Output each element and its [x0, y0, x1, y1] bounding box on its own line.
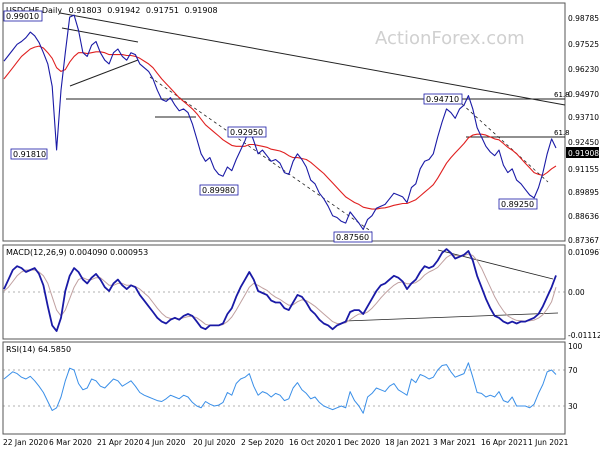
watermark: ActionForex.com	[375, 28, 525, 49]
price-tick: 0.88636	[568, 212, 599, 221]
price-tick: 0.87367	[568, 236, 599, 245]
channel-line-upper	[61, 27, 139, 43]
price-panel-frame	[2, 2, 566, 242]
channel-line-lower	[69, 59, 139, 87]
label-high-099010: 0.99010	[6, 12, 39, 21]
ema-line	[3, 45, 557, 210]
rsi-line	[3, 362, 557, 414]
label-094710: 0.94710	[426, 95, 459, 104]
x-axis: 22 Jan 2020 6 Mar 2020 21 Apr 2020 4 Jun…	[3, 438, 569, 447]
label-low-087560: 0.87560	[336, 233, 369, 242]
macd-y-axis: 0.010967 0.00 -0.011127	[568, 248, 600, 340]
price-panel-title: USDCHF Daily 0.91803 0.91942 0.91751 0.9…	[6, 6, 218, 15]
price-line	[3, 14, 557, 231]
rsi-series-group	[3, 362, 557, 414]
x-tick: 2 Sep 2020	[241, 438, 284, 447]
label-092950: 0.92950	[230, 128, 263, 137]
price-tick: 0.97525	[568, 40, 599, 49]
rsi-tick: 30	[568, 402, 578, 411]
svg-text:USDCHF Daily 0.91803: USDCHF Daily 0.91803 0.91942 0.91751 0.9…	[6, 6, 218, 15]
macd-lower-trendline	[344, 312, 559, 322]
label-low-091810: 0.91810	[13, 150, 46, 159]
price-high: 0.91942	[107, 6, 140, 15]
x-tick: 22 Jan 2020	[3, 438, 48, 447]
x-tick: 4 Jun 2020	[145, 438, 186, 447]
macd-line	[3, 248, 557, 333]
x-tick: 1 Dec 2020	[337, 438, 380, 447]
macd-title: MACD(12,26,9) 0.004090 0.000953	[6, 248, 148, 257]
x-tick: 18 Jan 2021	[385, 438, 430, 447]
price-tick: 0.93710	[568, 113, 599, 122]
dashed-trendlines	[149, 76, 549, 233]
macd-tick: 0.010967	[568, 248, 600, 257]
rsi-tick: 70	[568, 366, 578, 375]
price-tick: 0.89895	[568, 188, 599, 197]
rsi-tick: 100	[568, 342, 583, 351]
x-tick: 21 Apr 2020	[97, 438, 144, 447]
price-tick: 0.92450	[568, 138, 599, 147]
fib-label-upper: 61.8	[554, 91, 570, 99]
macd-tick: 0.00	[568, 288, 585, 297]
price-tick: 0.98785	[568, 14, 599, 23]
x-tick: 16 Apr 2021	[481, 438, 528, 447]
macd-tick: -0.011127	[568, 331, 600, 340]
price-series-group	[3, 14, 557, 231]
x-tick: 1 Jun 2021	[528, 438, 569, 447]
x-tick: 20 Jul 2020	[193, 438, 236, 447]
macd-series-group	[3, 248, 557, 333]
price-y-axis: 0.98785 0.97525 0.96230 0.94970 0.93710 …	[568, 14, 599, 245]
last-price-label: 0.91908	[568, 149, 599, 158]
price-open: 0.91803	[69, 6, 102, 15]
macd-trendlines	[344, 249, 559, 322]
macd-upper-trendline	[437, 249, 554, 280]
rsi-title: RSI(14) 64.5850	[6, 345, 71, 354]
last-price-marker	[566, 147, 599, 158]
price-tick: 0.96230	[568, 65, 599, 74]
x-tick: 3 Mar 2021	[433, 438, 476, 447]
price-title: USDCHF Daily	[6, 6, 62, 15]
price-low: 0.91751	[146, 6, 179, 15]
label-089250: 0.89250	[501, 200, 534, 209]
x-tick: 6 Mar 2020	[49, 438, 92, 447]
fib-label-lower: 61.8	[554, 129, 570, 137]
price-tick: 0.91155	[568, 165, 599, 174]
rsi-y-axis: 100 70 30	[568, 342, 583, 411]
price-annotations: 0.99010 0.91810 0.92950 0.89980 0.87560 …	[3, 10, 570, 243]
long-term-trendline	[59, 12, 566, 106]
price-tick: 0.94970	[568, 90, 599, 99]
falling-dashed-line-2	[461, 103, 549, 183]
label-089980: 0.89980	[202, 186, 235, 195]
x-tick: 16 Oct 2020	[289, 438, 336, 447]
rsi-panel-frame	[2, 341, 566, 435]
price-close: 0.91908	[185, 6, 218, 15]
